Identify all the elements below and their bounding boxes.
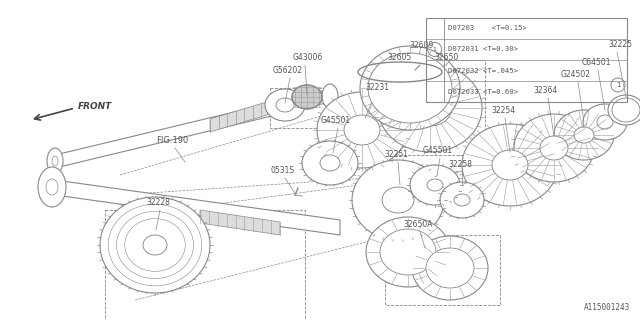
Ellipse shape [378, 64, 482, 152]
Text: 32251: 32251 [384, 150, 408, 159]
Text: G43006: G43006 [293, 53, 323, 62]
Text: 32231: 32231 [365, 83, 389, 92]
Ellipse shape [352, 160, 444, 240]
Text: 32605: 32605 [388, 53, 412, 62]
Text: 32650A: 32650A [403, 220, 433, 229]
Ellipse shape [597, 115, 613, 129]
Ellipse shape [540, 136, 568, 160]
Ellipse shape [574, 127, 594, 143]
Ellipse shape [322, 84, 338, 108]
Ellipse shape [302, 141, 358, 185]
Text: D072031 <T=0.30>: D072031 <T=0.30> [447, 46, 518, 52]
Ellipse shape [265, 89, 305, 121]
Ellipse shape [608, 95, 640, 125]
Text: 1: 1 [616, 82, 620, 88]
Ellipse shape [292, 85, 322, 109]
Text: 1: 1 [433, 47, 436, 52]
Bar [426, 18, 627, 102]
Ellipse shape [583, 104, 627, 140]
Ellipse shape [380, 229, 436, 275]
Ellipse shape [440, 182, 484, 218]
Ellipse shape [52, 156, 58, 166]
Polygon shape [55, 180, 340, 235]
Ellipse shape [554, 110, 614, 160]
Text: 32225: 32225 [608, 40, 632, 49]
Ellipse shape [100, 197, 210, 293]
Polygon shape [210, 101, 270, 132]
Text: 32258: 32258 [448, 160, 472, 169]
Ellipse shape [143, 235, 167, 255]
Ellipse shape [38, 167, 66, 207]
Text: G45501: G45501 [423, 146, 453, 155]
Text: D072033 <T=0.60>: D072033 <T=0.60> [447, 89, 518, 95]
Ellipse shape [514, 114, 594, 182]
Text: D072032 <T=.045>: D072032 <T=.045> [447, 68, 518, 74]
Ellipse shape [382, 187, 414, 213]
Ellipse shape [412, 236, 488, 300]
Text: 32650: 32650 [435, 53, 459, 62]
Text: C64501: C64501 [581, 58, 611, 67]
Ellipse shape [47, 148, 63, 174]
Ellipse shape [317, 92, 407, 168]
Ellipse shape [344, 115, 380, 145]
Text: 32254: 32254 [491, 106, 515, 115]
Text: G56202: G56202 [273, 66, 303, 75]
Ellipse shape [368, 53, 452, 123]
Text: G45501: G45501 [321, 116, 351, 125]
Ellipse shape [492, 150, 528, 180]
Ellipse shape [366, 217, 450, 287]
Text: 32364: 32364 [534, 86, 558, 95]
Ellipse shape [462, 124, 558, 206]
Ellipse shape [612, 98, 640, 122]
Ellipse shape [426, 248, 474, 288]
Text: 32609: 32609 [410, 41, 434, 50]
Text: 0531S: 0531S [271, 166, 295, 175]
Ellipse shape [46, 179, 58, 195]
Ellipse shape [454, 194, 470, 206]
Text: FIG.190: FIG.190 [156, 136, 188, 145]
Text: A115001243: A115001243 [584, 303, 630, 312]
Polygon shape [55, 89, 330, 168]
Ellipse shape [276, 98, 294, 112]
Text: 32228: 32228 [146, 198, 170, 207]
Text: FRONT: FRONT [78, 101, 112, 110]
Text: D07203    <T=0.15>: D07203 <T=0.15> [447, 25, 526, 31]
Ellipse shape [427, 179, 443, 191]
Text: G24502: G24502 [561, 70, 591, 79]
Polygon shape [200, 210, 280, 235]
Ellipse shape [408, 90, 452, 126]
Ellipse shape [320, 155, 340, 171]
Ellipse shape [360, 46, 460, 130]
Ellipse shape [410, 165, 460, 205]
